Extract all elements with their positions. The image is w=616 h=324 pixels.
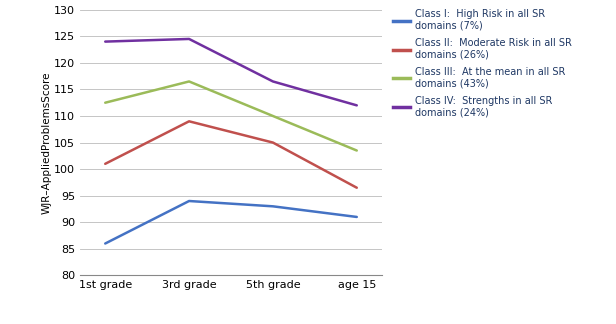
Legend: Class I:  High Risk in all SR
domains (7%), Class II:  Moderate Risk in all SR
d: Class I: High Risk in all SR domains (7%… [393,9,572,118]
Y-axis label: WJR–AppliedProblemsScore: WJR–AppliedProblemsScore [41,71,51,214]
